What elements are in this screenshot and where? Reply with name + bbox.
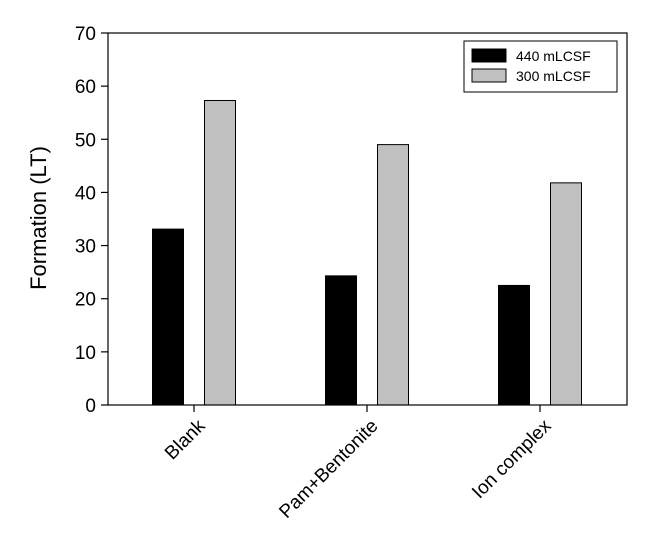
bar-ion-complex-series-1 [498, 284, 530, 406]
bar-blank-series-1 [152, 228, 184, 406]
y-tick-label: 60 [75, 77, 96, 98]
y-tick-label: 20 [75, 290, 96, 311]
y-tick-label: 30 [75, 237, 96, 258]
bar-pam-bentonite-series-1 [325, 275, 357, 406]
y-tick-label: 40 [75, 183, 96, 204]
x-category-label: Ion complex [468, 415, 556, 503]
bars-layer [152, 99, 582, 406]
legend-swatch [471, 48, 507, 63]
bar-blank-series-2 [204, 99, 236, 406]
y-tick-label: 0 [85, 396, 96, 417]
y-tick-label: 10 [75, 343, 96, 364]
bar-ion-complex-series-2 [550, 182, 582, 406]
legend-swatch [471, 68, 507, 83]
legend-label: 300 mLCSF [516, 68, 591, 84]
legend-label: 440 mLCSF [516, 48, 591, 64]
bar-pam-bentonite-series-2 [377, 144, 409, 406]
x-category-label: Blank [161, 415, 210, 464]
y-axis-title: Formation (LT) [26, 146, 51, 290]
x-category-label: Pam+Bentonite [275, 416, 382, 523]
y-tick-label: 70 [75, 24, 96, 45]
legend: 440 mLCSF 300 mLCSF [463, 40, 618, 93]
y-tick-label: 50 [75, 130, 96, 151]
